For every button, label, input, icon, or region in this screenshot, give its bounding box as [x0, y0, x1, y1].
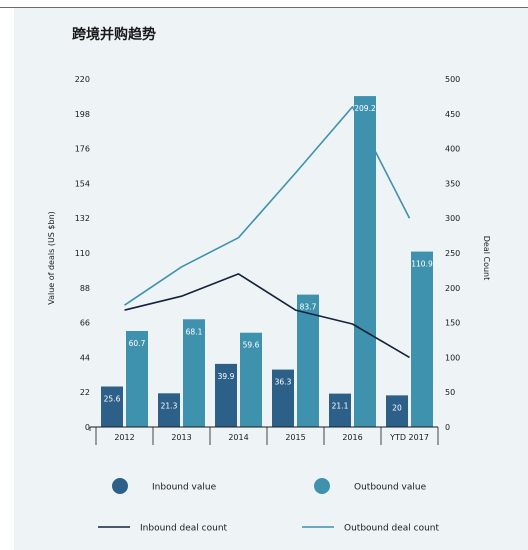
x-tick-label-1: 2013	[171, 433, 191, 442]
x-axis: 2012 2013 2014 2015 2016 YTD 2017	[89, 426, 439, 445]
x-tick-label-4: 2016	[342, 433, 362, 442]
inbound-value-data-label-5: 20	[392, 403, 402, 412]
left-tick-label-2: 44	[80, 353, 90, 362]
left-tick-label-7: 154	[75, 179, 90, 188]
right-tick-label-5: 250	[445, 249, 460, 258]
inbound-value-data-label-2: 39.9	[218, 372, 235, 381]
left-tick-label-4: 88	[80, 284, 90, 293]
outbound-value-data-label-5: 110.9	[411, 260, 433, 269]
outbound-value-data-label-4: 209.2	[354, 104, 376, 113]
right-tick-label-0: 0	[445, 423, 450, 432]
outbound-value-data-label-0: 60.7	[129, 339, 146, 348]
inbound-value-bar-0	[101, 386, 123, 427]
inbound-value-bar-1	[158, 393, 180, 427]
inbound-value-bar-4	[329, 393, 351, 427]
inbound-value-bar-2	[215, 363, 237, 427]
outbound-value-bar-4	[354, 96, 376, 428]
left-tick-label-5: 110	[75, 249, 90, 258]
inbound-value-data-label-3: 36.3	[275, 378, 292, 387]
right-tick-label-2: 100	[445, 353, 460, 362]
outbound-value-data-label-3: 83.7	[300, 303, 317, 312]
inbound-deal-count-line	[124, 273, 410, 359]
left-tick-label-3: 66	[80, 319, 90, 328]
right-tick-label-3: 150	[445, 319, 460, 328]
right-tick-label-6: 300	[445, 214, 460, 223]
left-tick-label-6: 132	[75, 214, 90, 223]
left-tick-label-10: 220	[75, 75, 90, 84]
inbound-value-bar-5	[386, 395, 408, 427]
outbound-value-bar-5	[411, 251, 433, 427]
outbound-value-bar-0	[126, 330, 148, 427]
left-tick-label-9: 198	[75, 110, 90, 119]
right-tick-label-1: 50	[445, 388, 455, 397]
x-tick-label-2: 2014	[228, 433, 248, 442]
outbound-value-legend-label: Outbound value	[354, 483, 427, 493]
right-tick-label-7: 350	[445, 179, 460, 188]
x-tick-label-0: 2012	[114, 433, 134, 442]
right-tick-label-10: 500	[445, 75, 460, 84]
lines-group	[124, 106, 411, 359]
left-axis-label: Value of deals (US $bn)	[47, 211, 56, 305]
inbound-value-bar-3	[272, 369, 294, 427]
left-tick-label-8: 176	[75, 145, 90, 154]
outbound-value-bar-1	[183, 319, 205, 427]
left-tick-label-0: 0	[85, 423, 90, 432]
x-tick-label-5: YTD 2017	[389, 433, 429, 442]
chart-title: 跨境并购趋势	[72, 27, 156, 43]
outbound-value-bar-2	[240, 332, 262, 427]
right-tick-label-4: 200	[445, 284, 460, 293]
inbound-value-data-label-1: 21.3	[161, 401, 178, 410]
outbound-value-bar-3	[297, 294, 319, 427]
inbound-value-legend-swatch	[112, 478, 128, 494]
outbound-value-data-label-1: 68.1	[186, 327, 203, 336]
inbound-value-data-label-4: 21.1	[332, 402, 349, 411]
outbound-deal-count-legend-label: Outbound deal count	[344, 524, 440, 534]
chart-panel	[14, 8, 528, 550]
inbound-value-legend-label: Inbound value	[152, 483, 217, 493]
top-divider	[0, 7, 528, 8]
left-axis: 0 22 44 66 88 110 132 154 176 198 220	[75, 75, 90, 432]
right-axis-label: Deal Count	[482, 236, 491, 281]
legend: Inbound value Outbound value Inbound deal …	[98, 478, 440, 534]
inbound-value-data-label-0: 25.6	[104, 395, 121, 404]
outbound-deal-count-line	[124, 106, 411, 306]
outbound-value-data-label-2: 59.6	[243, 341, 260, 350]
inbound-deal-count-legend-label: Inbound deal count	[140, 524, 228, 534]
right-tick-label-9: 450	[445, 110, 460, 119]
left-tick-label-1: 22	[80, 388, 90, 397]
right-axis: 0 50 100 150 200 250 300 350 400 450 500	[445, 75, 460, 432]
outbound-value-legend-swatch	[314, 478, 330, 494]
x-tick-label-3: 2015	[285, 433, 305, 442]
right-tick-label-8: 400	[445, 145, 460, 154]
bars-group: 25.6 60.7 21.3 68.1 39.9 59.6 36.3 83.7 21.1 209.…	[101, 96, 433, 428]
